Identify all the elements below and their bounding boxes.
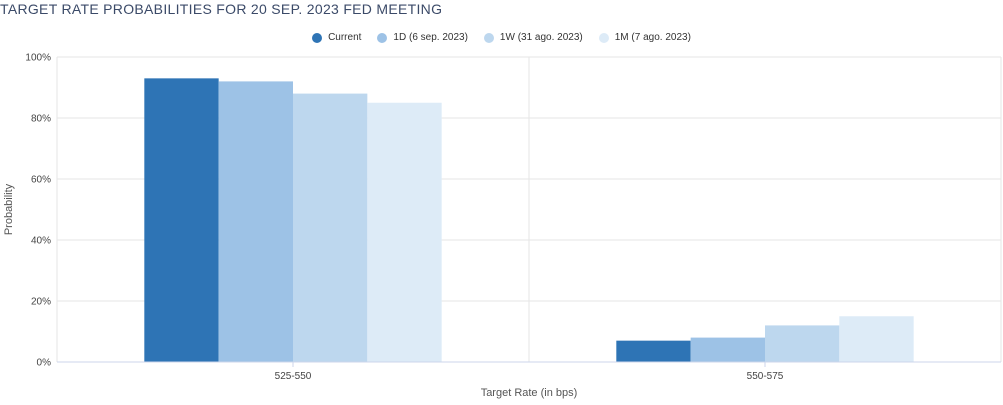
- legend-swatch-1w: [483, 32, 494, 43]
- y-tick-label: 0%: [37, 358, 52, 369]
- bar-3-1: [293, 93, 368, 362]
- bar-2-1: [218, 81, 293, 363]
- legend-item-1m[interactable]: 1M (7 ago. 2023): [598, 32, 691, 43]
- x-tick-label: 525-550: [275, 371, 312, 382]
- bar-3-2: [765, 325, 840, 362]
- bar-4-2: [839, 316, 914, 362]
- legend-label-1w: 1W (31 ago. 2023): [499, 32, 583, 43]
- bar-1-1: [144, 78, 219, 362]
- legend-item-current[interactable]: Current: [312, 32, 361, 43]
- x-tick-label: 550-575: [747, 371, 784, 382]
- legend-swatch-current: [312, 32, 323, 43]
- legend-swatch-1d: [377, 32, 388, 43]
- bar-4-1: [367, 102, 442, 362]
- x-axis-title: Target Rate (in bps): [481, 387, 578, 399]
- legend-label-1m: 1M (7 ago. 2023): [614, 32, 691, 43]
- y-tick-label: 60%: [31, 175, 51, 186]
- y-tick-label: 100%: [25, 53, 51, 64]
- y-axis-title: Probability: [3, 183, 15, 235]
- chart-title: TARGET RATE PROBABILITIES FOR 20 SEP. 20…: [0, 1, 443, 17]
- y-tick-label: 40%: [31, 236, 51, 247]
- bar-2-2: [690, 337, 765, 362]
- legend-item-1w[interactable]: 1W (31 ago. 2023): [483, 32, 583, 43]
- y-tick-label: 20%: [31, 297, 51, 308]
- legend-item-1d[interactable]: 1D (6 sep. 2023): [377, 32, 468, 43]
- legend-swatch-1m: [598, 32, 609, 43]
- legend-label-current: Current: [328, 32, 362, 43]
- y-tick-label: 80%: [31, 114, 51, 125]
- legend-label-1d: 1D (6 sep. 2023): [393, 32, 468, 43]
- chart-legend: Current 1D (6 sep. 2023) 1W (31 ago. 202…: [0, 32, 1003, 43]
- bar-1-2: [616, 340, 691, 362]
